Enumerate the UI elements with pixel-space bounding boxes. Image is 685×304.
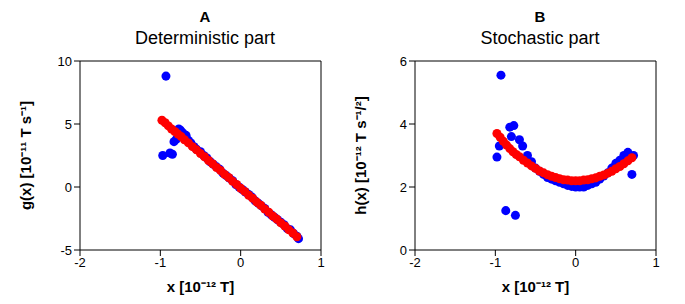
svg-text:6: 6: [400, 54, 407, 69]
svg-text:1: 1: [317, 255, 324, 270]
svg-text:5: 5: [65, 117, 72, 132]
svg-text:0: 0: [237, 255, 244, 270]
svg-text:-2: -2: [74, 255, 86, 270]
svg-text:-1: -1: [490, 255, 502, 270]
svg-text:h(x) [10⁻¹² T s⁻¹/²]: h(x) [10⁻¹² T s⁻¹/²]: [352, 96, 369, 214]
svg-text:x [10⁻¹² T]: x [10⁻¹² T]: [502, 278, 570, 295]
html-text:A: A: [199, 8, 211, 25]
svg-text:g(x) [10⁻¹¹ T s⁻¹]: g(x) [10⁻¹¹ T s⁻¹]: [17, 101, 34, 210]
svg-text:-5: -5: [60, 243, 72, 258]
svg-text:x [10⁻¹² T]: x [10⁻¹² T]: [167, 278, 235, 295]
html-text:Stochastic part: Stochastic part: [480, 28, 600, 48]
html-text:B: B: [534, 8, 546, 25]
svg-text:0: 0: [65, 180, 72, 195]
svg-text:2: 2: [400, 180, 407, 195]
html-text:Deterministic part: Deterministic part: [135, 28, 275, 48]
svg-text:-1: -1: [155, 255, 167, 270]
svg-text:0: 0: [400, 243, 407, 258]
svg-text:-2: -2: [409, 255, 421, 270]
svg-text:1: 1: [652, 255, 659, 270]
svg-text:0: 0: [572, 255, 579, 270]
svg-text:10: 10: [58, 54, 72, 69]
svg-text:4: 4: [400, 117, 407, 132]
